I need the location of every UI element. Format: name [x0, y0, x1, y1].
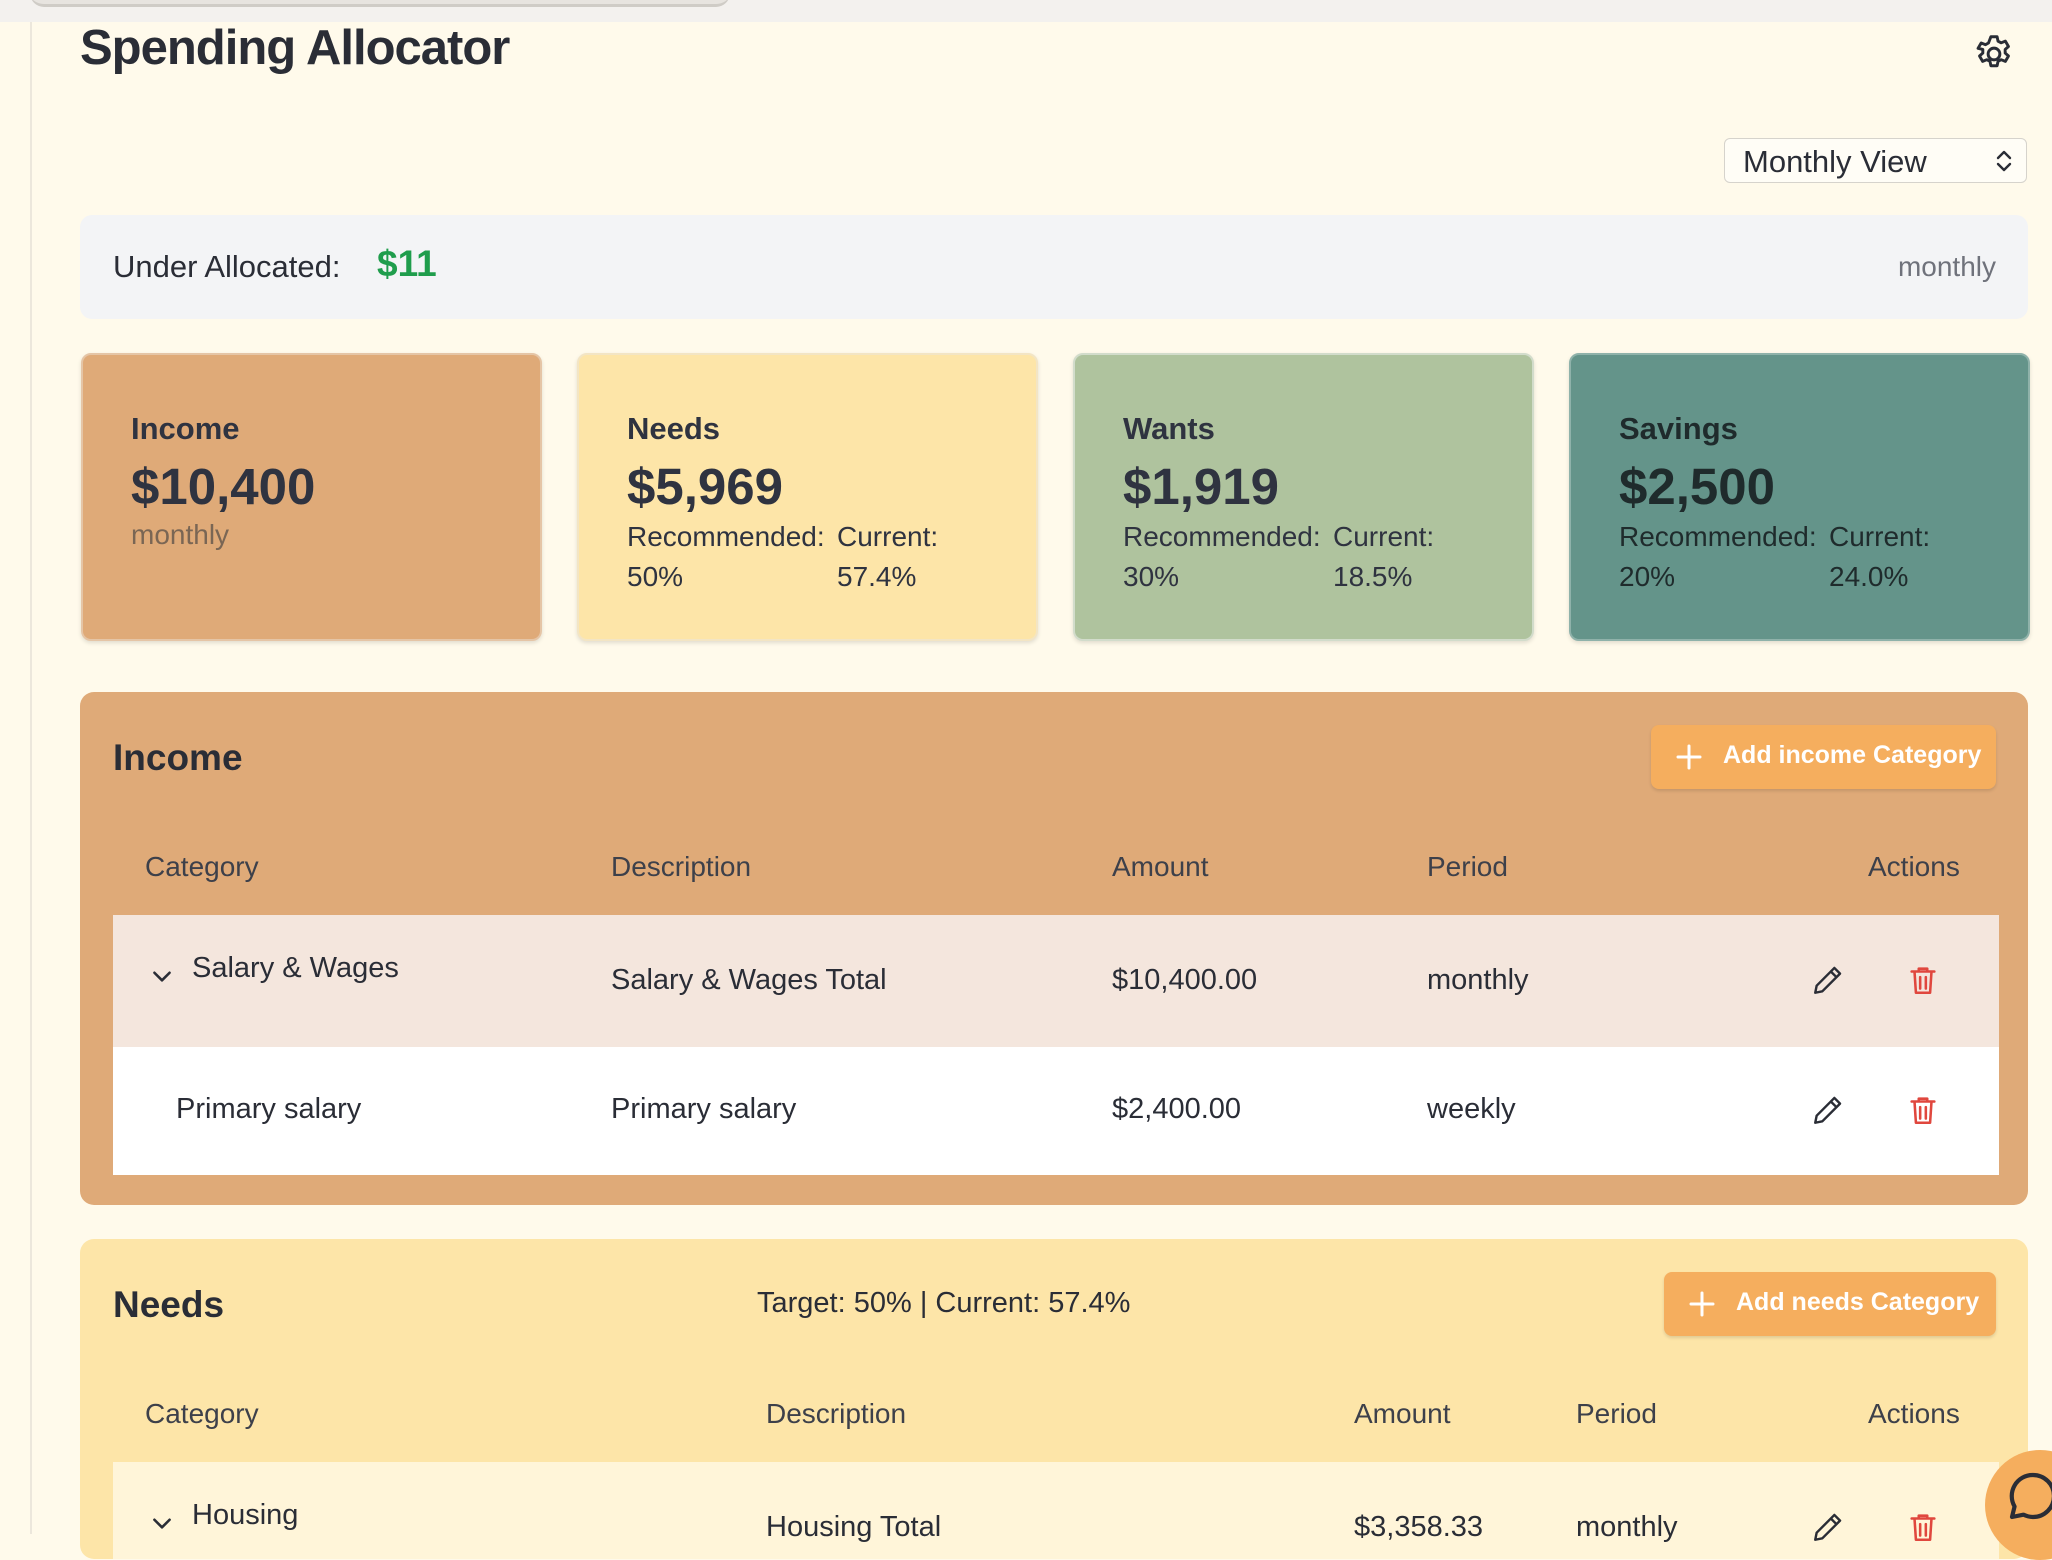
trash-icon[interactable] [1906, 1510, 1940, 1544]
page-title: Spending Allocator [80, 21, 510, 75]
pencil-icon[interactable] [1811, 1510, 1845, 1544]
recommended-value: 20% [1619, 561, 1676, 592]
section-title: Income [113, 737, 243, 778]
pencil-icon[interactable] [1811, 963, 1845, 997]
plus-icon [1689, 1291, 1715, 1317]
current-block: Current: 24.0% [1829, 517, 1930, 597]
amount-cell: $2,400.00 [1112, 1093, 1242, 1125]
category-cell: Salary & Wages [192, 952, 399, 984]
category-cell: Housing [192, 1499, 299, 1531]
card-title: Needs [627, 411, 721, 446]
current-block: Current: 57.4% [837, 517, 938, 597]
column-header-period: Period [1427, 851, 1508, 882]
period-cell: monthly [1427, 964, 1529, 996]
amount-cell: $10,400.00 [1112, 964, 1258, 996]
allocation-period: monthly [1897, 251, 1996, 282]
add-needs-category-button[interactable]: Add needs Category [1664, 1272, 1996, 1336]
chevron-down-icon[interactable] [149, 963, 175, 989]
category-cell: Primary salary [176, 1093, 362, 1125]
savings-summary-card: Savings $2,500 Recommended: 20% Current: 2… [1569, 353, 2030, 641]
left-divider [30, 22, 32, 1534]
select-chevron-icon [1996, 150, 2012, 172]
amount-cell: $3,358.33 [1354, 1511, 1484, 1543]
needs-section: Needs Target: 50% | Current: 57.4% Add n… [80, 1239, 2028, 1559]
table-row[interactable]: Housing Housing Total $3,358.33 monthly [113, 1462, 1999, 1559]
column-header-actions: Actions [1868, 1398, 1960, 1429]
plus-icon [1676, 744, 1702, 770]
card-value: $10,400 [131, 458, 316, 515]
recommended-block: Recommended: 30% [1123, 517, 1321, 597]
card-period: monthly [131, 519, 230, 550]
description-cell: Salary & Wages Total [611, 964, 887, 996]
current-value: 24.0% [1829, 561, 1909, 592]
needs-summary-card: Needs $5,969 Recommended: 50% Current: 57.… [577, 353, 1038, 641]
add-button-label: Add needs Category [1736, 1288, 1980, 1316]
current-value: 18.5% [1333, 561, 1413, 592]
column-header-amount: Amount [1112, 851, 1209, 882]
tab-pill[interactable] [30, 0, 730, 7]
trash-icon[interactable] [1906, 1093, 1940, 1127]
column-header-category: Category [145, 851, 259, 882]
column-header-description: Description [766, 1398, 907, 1429]
income-summary-card: Income $10,400 monthly [81, 353, 542, 641]
add-income-category-button[interactable]: Add income Category [1651, 725, 1996, 789]
current-value: 57.4% [837, 561, 917, 592]
period-cell: monthly [1576, 1511, 1678, 1543]
column-header-period: Period [1576, 1398, 1657, 1429]
target-text: Target: 50% | Current: 57.4% [757, 1287, 1131, 1319]
column-header-description: Description [611, 851, 752, 882]
current-block: Current: 18.5% [1333, 517, 1434, 597]
table-row[interactable]: Salary & Wages Salary & Wages Total $10,… [113, 915, 1999, 1047]
column-header-amount: Amount [1354, 1398, 1451, 1429]
period-cell: weekly [1427, 1093, 1516, 1125]
card-title: Savings [1619, 411, 1738, 446]
recommended-label: Recommended: [1123, 521, 1321, 552]
pencil-icon[interactable] [1811, 1093, 1845, 1127]
add-button-label: Add income Category [1723, 741, 1982, 769]
card-value: $1,919 [1123, 458, 1279, 515]
recommended-value: 50% [627, 561, 684, 592]
recommended-block: Recommended: 20% [1619, 517, 1817, 597]
recommended-block: Recommended: 50% [627, 517, 825, 597]
current-label: Current: [1333, 521, 1435, 552]
column-header-category: Category [145, 1398, 259, 1429]
description-cell: Primary salary [611, 1093, 797, 1125]
column-header-actions: Actions [1868, 851, 1960, 882]
allocation-value: $11 [377, 243, 437, 284]
card-title: Income [131, 411, 240, 446]
allocation-banner: Under Allocated: $11 monthly [80, 215, 2028, 319]
income-section: Income Add income Category Category Desc… [80, 692, 2028, 1205]
view-select-value: Monthly View [1743, 144, 1927, 179]
chevron-down-icon[interactable] [149, 1510, 175, 1536]
wants-summary-card: Wants $1,919 Recommended: 30% Current: 18.… [1073, 353, 1534, 641]
current-label: Current: [1829, 521, 1931, 552]
current-label: Current: [837, 521, 939, 552]
section-title: Needs [113, 1284, 225, 1325]
card-title: Wants [1123, 411, 1215, 446]
card-value: $2,500 [1619, 458, 1775, 515]
trash-icon[interactable] [1906, 963, 1940, 997]
view-select[interactable]: Monthly View [1724, 138, 2027, 183]
recommended-value: 30% [1123, 561, 1180, 592]
allocation-label: Under Allocated: [113, 249, 341, 284]
recommended-label: Recommended: [1619, 521, 1817, 552]
browser-top-strip [0, 0, 2052, 22]
recommended-label: Recommended: [627, 521, 825, 552]
table-row[interactable]: Primary salary Primary salary $2,400.00 … [113, 1047, 1999, 1175]
gear-icon[interactable] [1972, 32, 2016, 76]
card-value: $5,969 [627, 458, 783, 515]
description-cell: Housing Total [766, 1511, 942, 1543]
chat-bubble-icon [2009, 1472, 2052, 1520]
